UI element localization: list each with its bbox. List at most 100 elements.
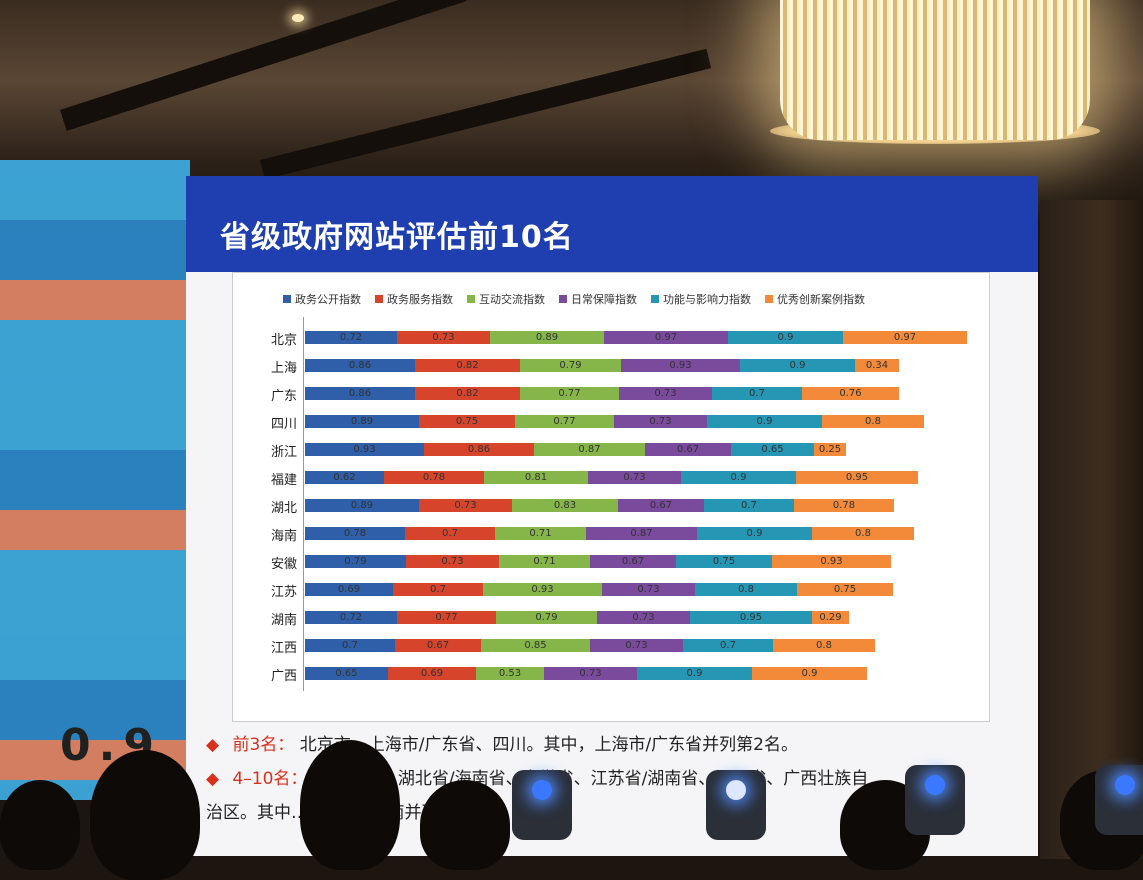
stage-light [1095, 765, 1143, 835]
stacked-bar: 0.89 0.75 0.77 0.73 0.9 0.8 [305, 415, 924, 428]
bar-segment: 0.95 [796, 471, 918, 484]
bar-segment: 0.9 [637, 667, 752, 680]
legend-swatch [559, 295, 567, 303]
chart-row: 福建 0.62 0.78 0.81 0.73 0.9 0.95 [253, 465, 983, 491]
audience-silhouettes [0, 740, 1143, 880]
stacked-bar: 0.62 0.78 0.81 0.73 0.9 0.95 [305, 471, 918, 484]
bar-segment: 0.72 [305, 611, 397, 624]
stage-light-bulb [1115, 775, 1135, 795]
bar-segment: 0.29 [812, 611, 849, 624]
bar-segment: 0.97 [843, 331, 967, 344]
bar-segment: 0.9 [728, 331, 843, 344]
bar-segment: 0.7 [393, 583, 483, 596]
bar-segment: 0.82 [415, 359, 520, 372]
legend-item: 优秀创新案例指数 [765, 291, 865, 307]
category-label: 湖北 [270, 501, 297, 516]
bar-segment: 0.65 [731, 443, 814, 456]
legend-item: 功能与影响力指数 [651, 291, 751, 307]
stage-light [512, 770, 572, 840]
bar-segment: 0.75 [419, 415, 515, 428]
legend-swatch [765, 295, 773, 303]
bar-segment: 0.69 [388, 667, 476, 680]
category-label: 湖南 [270, 613, 297, 628]
audience-head [90, 750, 200, 880]
bar-segment: 0.85 [481, 639, 590, 652]
chart-row: 海南 0.78 0.7 0.71 0.87 0.9 0.8 [253, 521, 983, 547]
bar-segment: 0.76 [802, 387, 899, 400]
bar-segment: 0.72 [305, 331, 397, 344]
bar-segment: 0.67 [590, 555, 676, 568]
bar-segment: 0.69 [305, 583, 393, 596]
legend-label: 功能与影响力指数 [663, 293, 751, 306]
bullet-head: 前3名： [232, 735, 295, 755]
bar-segment: 0.8 [695, 583, 797, 596]
legend-item: 政务公开指数 [283, 291, 361, 307]
legend-swatch [651, 295, 659, 303]
bar-segment: 0.93 [621, 359, 740, 372]
bullet-line: ◆ 前3名： 北京市、上海市/广东省、四川。其中，上海市/广东省并列第2名。 [206, 728, 1026, 762]
legend-swatch [467, 295, 475, 303]
bar-segment: 0.93 [483, 583, 602, 596]
chart-row: 北京 0.72 0.73 0.89 0.97 0.9 0.97 [253, 325, 983, 351]
chart-row: 江苏 0.69 0.7 0.93 0.73 0.8 0.75 [253, 577, 983, 603]
category-label: 广东 [270, 389, 297, 404]
audience-head [420, 780, 510, 870]
bar-segment: 0.87 [586, 527, 697, 540]
stage-light [905, 765, 965, 835]
bar-segment: 0.86 [305, 359, 415, 372]
chart-axis-line [303, 317, 304, 691]
bar-segment: 0.82 [415, 387, 520, 400]
bar-segment: 0.53 [476, 667, 544, 680]
legend-label: 政务公开指数 [295, 293, 361, 306]
stacked-bar: 0.79 0.73 0.71 0.67 0.75 0.93 [305, 555, 891, 568]
bar-segment: 0.73 [590, 639, 683, 652]
chart-row: 浙江 0.93 0.86 0.87 0.67 0.65 0.25 [253, 437, 983, 463]
bar-segment: 0.93 [305, 443, 424, 456]
stacked-bar: 0.72 0.73 0.89 0.97 0.9 0.97 [305, 331, 967, 344]
stacked-bar: 0.86 0.82 0.79 0.93 0.9 0.34 [305, 359, 899, 372]
legend-label: 互动交流指数 [479, 293, 545, 306]
bar-segment: 0.89 [490, 331, 604, 344]
legend-label: 日常保障指数 [571, 293, 637, 306]
chart-row: 广西 0.65 0.69 0.53 0.73 0.9 0.9 [253, 661, 983, 687]
bar-segment: 0.71 [495, 527, 586, 540]
chart-legend: 政务公开指数 政务服务指数 互动交流指数 日常保障指数 功能与影响力指数 优秀创新案例指数 [283, 291, 865, 307]
bar-segment: 0.8 [822, 415, 924, 428]
bar-segment: 0.75 [676, 555, 772, 568]
bar-segment: 0.97 [604, 331, 728, 344]
bar-segment: 0.8 [773, 639, 875, 652]
bar-segment: 0.7 [305, 639, 395, 652]
bar-segment: 0.25 [814, 443, 846, 456]
stacked-bar: 0.65 0.69 0.53 0.73 0.9 0.9 [305, 667, 867, 680]
bar-segment: 0.77 [520, 387, 619, 400]
chart-row: 湖南 0.72 0.77 0.79 0.73 0.95 0.29 [253, 605, 983, 631]
stacked-bar: 0.93 0.86 0.87 0.67 0.65 0.25 [305, 443, 846, 456]
legend-label: 优秀创新案例指数 [777, 293, 865, 306]
bar-segment: 0.79 [520, 359, 621, 372]
bar-segment: 0.7 [405, 527, 495, 540]
bar-segment: 0.9 [697, 527, 812, 540]
bar-segment: 0.73 [614, 415, 707, 428]
bar-segment: 0.78 [305, 527, 405, 540]
bar-segment: 0.73 [406, 555, 499, 568]
bar-segment: 0.95 [690, 611, 812, 624]
chart-row: 广东 0.86 0.82 0.77 0.73 0.7 0.76 [253, 381, 983, 407]
slide-title: 省级政府网站评估前10名 [220, 220, 574, 255]
bar-segment: 0.8 [812, 527, 914, 540]
bar-segment: 0.87 [534, 443, 645, 456]
legend-swatch [283, 295, 291, 303]
audience-head [0, 780, 80, 870]
bar-segment: 0.89 [305, 499, 419, 512]
chart-row: 安徽 0.79 0.73 0.71 0.67 0.75 0.93 [253, 549, 983, 575]
bar-segment: 0.83 [512, 499, 618, 512]
bar-segment: 0.67 [618, 499, 704, 512]
left-led-screen: 0.9 [0, 160, 190, 800]
bar-segment: 0.78 [794, 499, 894, 512]
category-label: 浙江 [270, 445, 297, 460]
bar-segment: 0.86 [305, 387, 415, 400]
chart-row: 四川 0.89 0.75 0.77 0.73 0.9 0.8 [253, 409, 983, 435]
category-label: 江苏 [270, 585, 297, 600]
bar-segment: 0.77 [397, 611, 496, 624]
legend-label: 政务服务指数 [387, 293, 453, 306]
legend-item: 日常保障指数 [559, 291, 637, 307]
